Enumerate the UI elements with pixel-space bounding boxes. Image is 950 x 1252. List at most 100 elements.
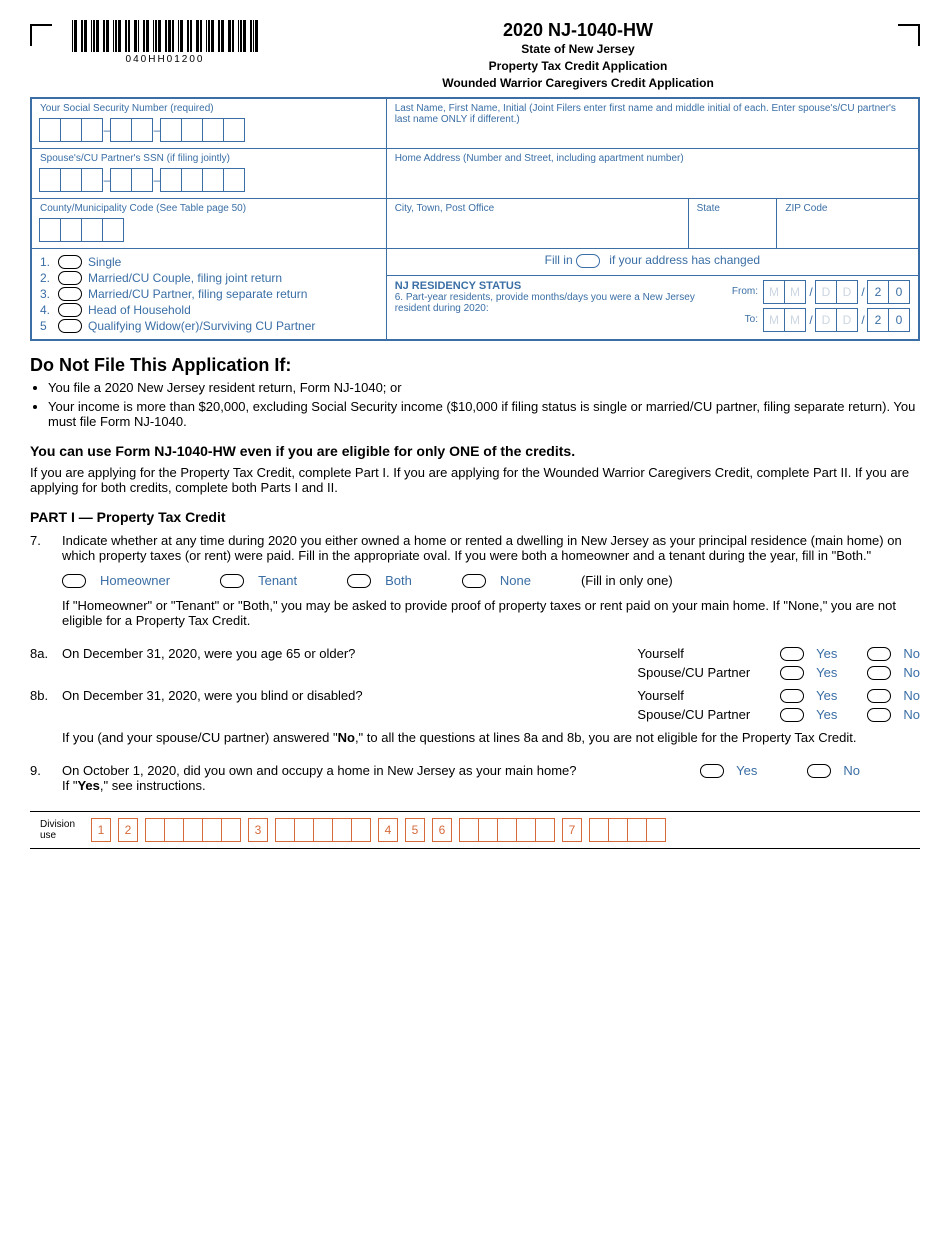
fs-num-1: 1. [40,255,58,269]
oval-both[interactable] [347,574,371,588]
to-date-boxes[interactable]: MM / DD / 20 [764,308,910,332]
oval-mfs[interactable] [58,287,82,301]
oval-hoh[interactable] [58,303,82,317]
oval-8b-spouse-no[interactable] [867,708,891,722]
div-seg-c[interactable] [460,818,555,842]
barcode: 040HH01200 [72,20,258,65]
q9-text: On October 1, 2020, did you own and occu… [62,763,680,778]
address-change-oval[interactable] [576,254,600,268]
title-line2: Property Tax Credit Application [278,58,878,75]
lbl-yes: Yes [816,665,837,680]
crop-mark-tl [30,24,52,46]
lbl-yes: Yes [816,707,837,722]
q9-if: If "Yes," see instructions. [62,778,680,793]
div-box-6[interactable]: 6 [432,818,452,842]
oval-8a-spouse-yes[interactable] [780,666,804,680]
residency-title: NJ RESIDENCY STATUS [395,280,720,292]
county-boxes[interactable] [40,218,378,242]
oval-8a-yourself-yes[interactable] [780,647,804,661]
fs-num-4: 4. [40,303,58,317]
filing-status-3[interactable]: 3. Married/CU Partner, filing separate r… [40,287,378,301]
do-not-list: You file a 2020 New Jersey resident retu… [30,380,920,429]
div-box-5[interactable]: 5 [405,818,425,842]
div-box-4[interactable]: 4 [378,818,398,842]
from-label: From: [732,286,758,297]
lbl-yes: Yes [816,688,837,703]
div-box-2[interactable]: 2 [118,818,138,842]
div-seg-b[interactable] [276,818,371,842]
q8-followup: If you (and your spouse/CU partner) answ… [62,730,920,745]
lbl-no: No [903,665,920,680]
oval-8b-spouse-yes[interactable] [780,708,804,722]
residency-num: 6. [395,292,403,303]
q8a-yourself: Yourself [637,646,750,661]
county-label: County/Municipality Code (See Table page… [40,203,378,214]
city-label: City, Town, Post Office [395,203,680,214]
opt-tenant: Tenant [258,573,297,588]
fs-num-3: 3. [40,287,58,301]
fs-label-5: Qualifying Widow(er)/Surviving CU Partne… [88,319,315,333]
ssn-label: Your Social Security Number (required) [40,103,378,114]
header-row: 040HH01200 2020 NJ-1040-HW State of New … [30,20,920,91]
ssn-boxes[interactable]: – – [40,118,378,142]
q8a-grid: Yourself Yes No Spouse/CU Partner Yes No [637,646,920,680]
opt-both: Both [385,573,412,588]
lbl-no: No [903,688,920,703]
oval-mfj[interactable] [58,271,82,285]
oval-8b-yourself-no[interactable] [867,689,891,703]
fs-label-2: Married/CU Couple, filing joint return [88,271,282,285]
div-box-1[interactable]: 1 [91,818,111,842]
oval-8b-yourself-yes[interactable] [780,689,804,703]
q8a-text: On December 31, 2020, were you age 65 or… [62,646,617,661]
oval-9-yes[interactable] [700,764,724,778]
oval-9-no[interactable] [807,764,831,778]
q7-text: Indicate whether at any time during 2020… [62,533,920,563]
q9-num: 9. [30,763,62,778]
div-box-3[interactable]: 3 [248,818,268,842]
div-box-7[interactable]: 7 [562,818,582,842]
name-label: Last Name, First Name, Initial (Joint Fi… [395,103,910,125]
filing-status-2[interactable]: 2. Married/CU Couple, filing joint retur… [40,271,378,285]
oval-tenant[interactable] [220,574,244,588]
from-date-boxes[interactable]: MM / DD / 20 [764,280,910,304]
spouse-ssn-boxes[interactable]: – – [40,168,378,192]
oval-8a-spouse-no[interactable] [867,666,891,680]
title-block: 2020 NJ-1040-HW State of New Jersey Prop… [278,20,878,91]
address-label: Home Address (Number and Street, includi… [395,153,910,164]
oval-none[interactable] [462,574,486,588]
spouse-ssn-label: Spouse's/CU Partner's SSN (if filing joi… [40,153,378,164]
fs-label-3: Married/CU Partner, filing separate retu… [88,287,307,301]
fs-label-4: Head of Household [88,303,191,317]
oval-homeowner[interactable] [62,574,86,588]
zip-label: ZIP Code [785,203,910,214]
residency-line: Part-year residents, provide months/days… [395,292,695,314]
opt-note: (Fill in only one) [581,573,673,588]
fs-num-5: 5 [40,319,58,333]
address-change-text-1: Fill in [545,253,576,267]
filing-status-4[interactable]: 4. Head of Household [40,303,378,317]
opt-homeowner: Homeowner [100,573,170,588]
q8b-text: On December 31, 2020, were you blind or … [62,688,617,703]
q8b-yourself: Yourself [637,688,750,703]
q8a-spouse: Spouse/CU Partner [637,665,750,680]
q7-row: 7. Indicate whether at any time during 2… [30,533,920,638]
oval-8a-yourself-no[interactable] [867,647,891,661]
lbl-no: No [903,646,920,661]
filing-status-5[interactable]: 5 Qualifying Widow(er)/Surviving CU Part… [40,319,378,333]
do-not-heading: Do Not File This Application If: [30,355,920,376]
div-seg-d[interactable] [590,818,666,842]
q8b-num: 8b. [30,688,62,703]
division-label: Division use [40,819,84,841]
fs-num-2: 2. [40,271,58,285]
filing-status-1[interactable]: 1. Single [40,255,378,269]
can-use-para: If you are applying for the Property Tax… [30,465,920,495]
q8a-row: 8a. On December 31, 2020, were you age 6… [30,646,920,680]
q8b-row: 8b. On December 31, 2020, were you blind… [30,688,920,755]
part1-heading: PART I — Property Tax Credit [30,509,920,525]
lbl-yes: Yes [816,646,837,661]
q7-num: 7. [30,533,62,548]
div-seg-a[interactable] [146,818,241,842]
oval-qw[interactable] [58,319,82,333]
oval-single[interactable] [58,255,82,269]
state-line: State of New Jersey [278,41,878,58]
